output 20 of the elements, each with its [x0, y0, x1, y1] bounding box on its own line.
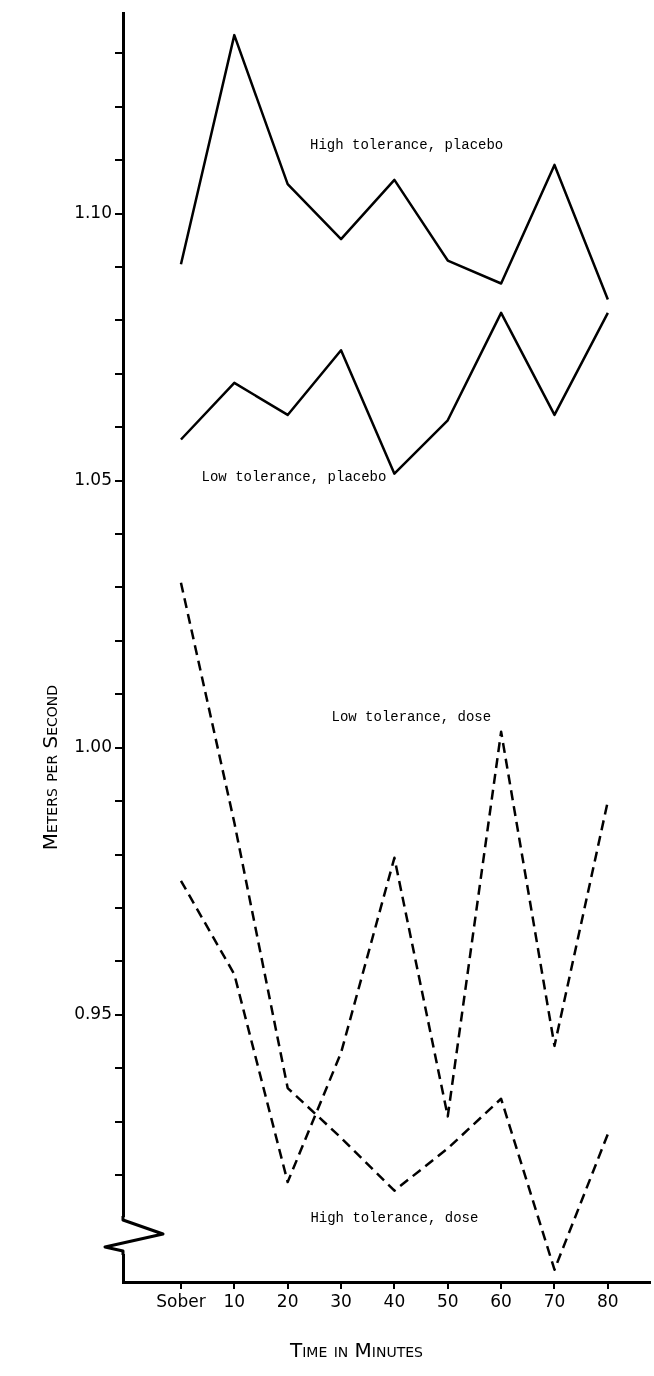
x-tick-label: 70 — [543, 1290, 566, 1311]
series-label: Low tolerance, placebo — [201, 469, 387, 486]
y-tick-label: 0.95 — [74, 1003, 112, 1024]
series-label: Low tolerance, dose — [331, 709, 492, 726]
x-tick-label: Sober — [156, 1290, 206, 1311]
text: High tolerance, placebo — [310, 136, 504, 153]
series-label: High tolerance, dose — [310, 1210, 479, 1227]
y-tick-label: 1.10 — [74, 201, 112, 222]
x-tick-label: 50 — [436, 1290, 459, 1311]
y-axis-title: Meters per Second — [38, 684, 63, 851]
x-tick-label: 60 — [490, 1290, 512, 1311]
x-tick-label: 80 — [597, 1290, 619, 1311]
x-tick-label: 30 — [330, 1290, 352, 1311]
x-tick-label: 40 — [383, 1290, 406, 1311]
y-tick-label: 1.05 — [74, 469, 112, 490]
x-tick-label: 20 — [276, 1290, 299, 1311]
x-tick-label: 10 — [223, 1290, 246, 1311]
x-axis-title: Time in Minutes — [289, 1338, 424, 1363]
line-series — [179, 581, 610, 1271]
y-tick-label: 1.00 — [74, 736, 112, 757]
